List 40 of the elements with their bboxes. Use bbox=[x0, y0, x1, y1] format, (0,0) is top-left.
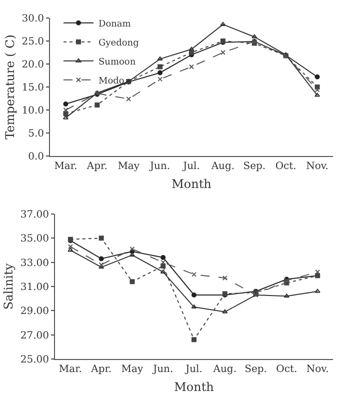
x-tick-label: Oct. bbox=[275, 161, 296, 172]
y-tick-label: 15.0 bbox=[22, 82, 44, 94]
x-axis-title: Month bbox=[172, 176, 212, 191]
x-tick-label: Mar. bbox=[58, 364, 82, 375]
x-tick-label: Sep. bbox=[243, 161, 266, 172]
x-tick-label: May bbox=[121, 364, 144, 375]
y-tick-label: 5.0 bbox=[28, 128, 44, 140]
x-tick-label: Jul. bbox=[184, 364, 202, 375]
x-tick-label: Jun. bbox=[152, 364, 174, 375]
y-tick-label: 27.00 bbox=[20, 330, 49, 342]
y-axis-title: Temperature ( C) bbox=[3, 34, 18, 140]
y-tick-label: 0.0 bbox=[28, 152, 44, 162]
x-tick-label: Aug. bbox=[212, 364, 237, 375]
legend-label: Donam bbox=[98, 19, 132, 30]
x-tick-label: Jul. bbox=[182, 161, 200, 172]
y-tick-label: 25.00 bbox=[20, 354, 49, 366]
x-tick-label: Jun. bbox=[149, 161, 170, 172]
x-tick-label: Oct. bbox=[276, 364, 298, 375]
x-tick-label: Apr. bbox=[86, 161, 108, 172]
y-tick-label: 29.00 bbox=[20, 306, 49, 318]
legend-label: Sumoon bbox=[98, 57, 136, 68]
y-tick-label: 20.0 bbox=[22, 60, 44, 70]
x-tick-label: Nov. bbox=[306, 161, 328, 172]
legend-label: Gyedong bbox=[98, 38, 140, 48]
y-axis-title: Salinity bbox=[2, 263, 16, 310]
legend-label: Modo bbox=[98, 76, 124, 86]
y-tick-label: 35.00 bbox=[20, 234, 49, 245]
x-tick-label: Aug. bbox=[210, 161, 235, 172]
y-tick-label: 37.00 bbox=[20, 210, 49, 220]
x-tick-label: Mar. bbox=[54, 161, 78, 172]
x-tick-label: Sep. bbox=[244, 364, 267, 375]
y-tick-label: 31.00 bbox=[20, 282, 49, 293]
y-tick-label: 33.00 bbox=[20, 258, 49, 269]
y-tick-label: 25.0 bbox=[22, 36, 44, 48]
x-tick-label: Nov. bbox=[306, 364, 329, 375]
y-tick-label: 30.0 bbox=[22, 14, 44, 24]
x-tick-label: May bbox=[118, 161, 140, 172]
y-tick-label: 10.0 bbox=[22, 106, 44, 116]
x-tick-label: Apr. bbox=[90, 364, 112, 375]
x-axis-title: Month bbox=[174, 380, 214, 394]
